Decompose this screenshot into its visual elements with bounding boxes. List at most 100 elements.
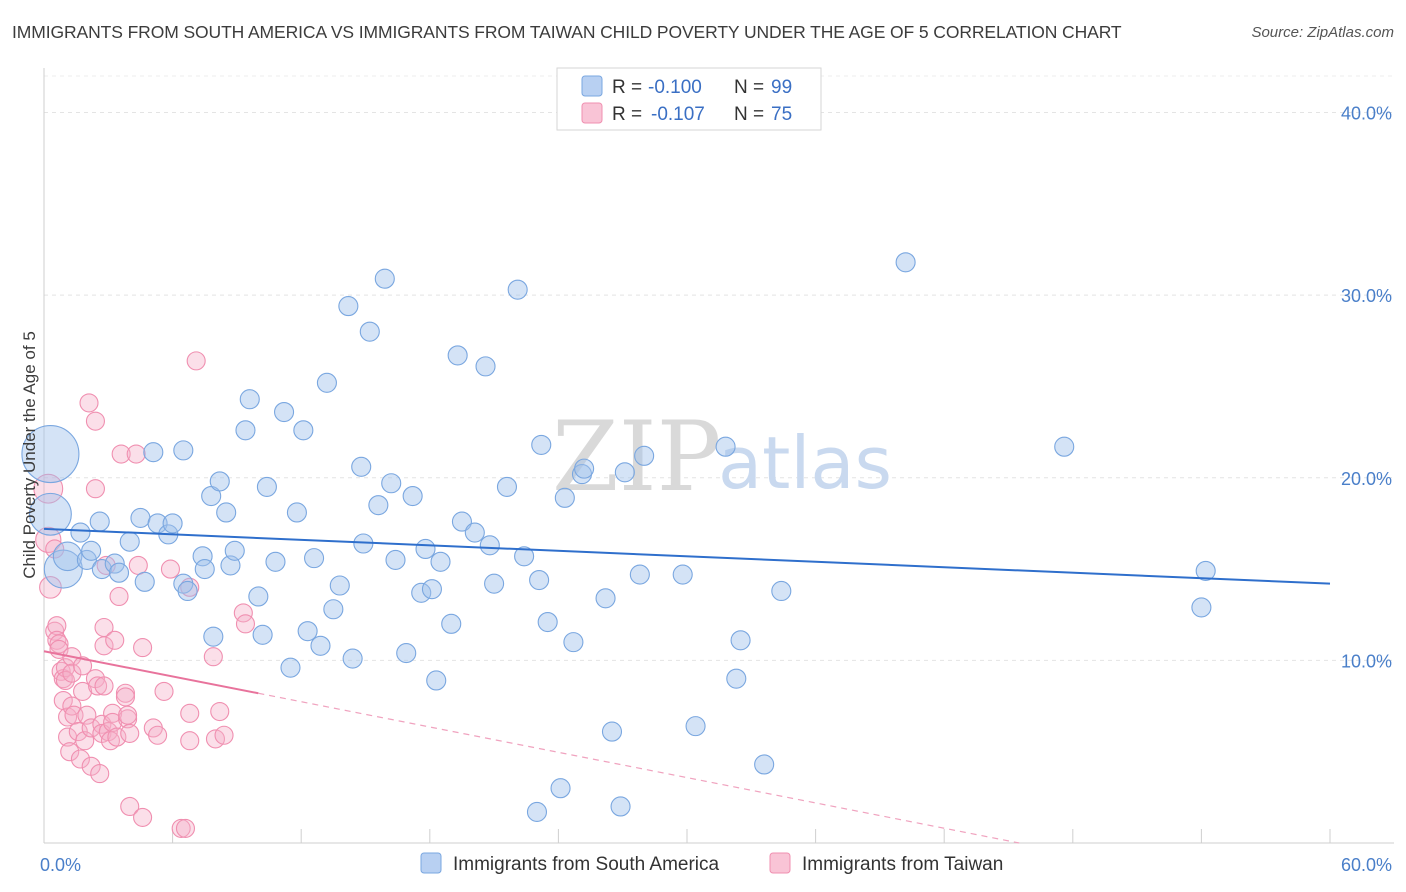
south-america-point-65: [475, 356, 496, 377]
chart-title: IMMIGRANTS FROM SOUTH AMERICA VS IMMIGRA…: [12, 22, 1122, 42]
south-america-point-26: [216, 502, 237, 523]
south-america-point-88: [715, 436, 736, 457]
legend-n-value-2: 75: [771, 104, 792, 125]
taiwan-point-46: [107, 727, 127, 747]
series-legend-swatch-south-america: [420, 852, 442, 874]
south-america-point-40: [304, 548, 325, 569]
south-america-point-7: [89, 511, 110, 532]
south-america-point-21: [192, 546, 213, 567]
taiwan-point-56: [128, 555, 148, 575]
taiwan-point-53: [120, 796, 140, 817]
south-america-point-56: [411, 582, 432, 603]
trend-lines: [43, 527, 1331, 844]
south-america-point-85: [634, 445, 655, 466]
taiwan-trend-line: [43, 650, 259, 695]
watermark-atlas: atlas: [718, 421, 892, 505]
south-america-trend-line: [43, 527, 1331, 585]
taiwan-point-40: [96, 555, 116, 575]
south-america-point-62: [447, 345, 468, 366]
taiwan-point-39: [94, 617, 114, 638]
south-america-point-45: [338, 296, 359, 317]
south-america-point-49: [359, 321, 380, 342]
south-america-point-77: [563, 632, 584, 653]
y-axis-label: Child Poverty Under the Age of 5: [20, 331, 39, 579]
south-america-point-76: [554, 487, 575, 508]
south-america-point-25: [209, 471, 230, 492]
south-america-point-84: [629, 564, 650, 585]
south-america-point-71: [529, 569, 550, 591]
series-legend-swatch-taiwan: [769, 852, 791, 874]
legend-r-label-2: R =: [612, 104, 642, 125]
south-america-point-93: [895, 252, 916, 273]
legend-swatch-south-america: [581, 75, 603, 97]
south-america-point-8: [91, 559, 112, 580]
south-america-point-66: [479, 535, 500, 556]
south-america-point-80: [595, 588, 616, 609]
south-america-point-90: [730, 630, 751, 651]
source-label: Source: ZipAtlas.com: [1251, 24, 1394, 41]
south-america-point-87: [685, 716, 706, 737]
south-america-point-70: [514, 546, 535, 567]
south-america-point-17: [162, 513, 183, 534]
south-america-point-6: [81, 540, 102, 561]
south-america-point-55: [402, 485, 423, 507]
legend-r-label-1: R =: [612, 77, 642, 98]
legend-n-value-1: 99: [771, 77, 792, 98]
south-america-point-13: [134, 571, 155, 592]
south-america-point-83: [614, 462, 635, 483]
watermark-zip: ZIP: [552, 401, 721, 513]
south-america-point-51: [374, 268, 395, 289]
taiwan-point-50: [115, 687, 135, 707]
south-america-point-47: [351, 456, 372, 477]
south-america-point-32: [252, 624, 273, 645]
series-legend-label-south-america: Immigrants from South America: [453, 854, 720, 875]
y-tick-label-2: 30.0%: [1341, 286, 1392, 306]
taiwan-point-62: [160, 559, 181, 579]
taiwan-point-33: [88, 676, 108, 696]
taiwan-point-45: [105, 630, 125, 650]
legend-r-value-1: -0.100: [648, 77, 702, 98]
south-america-point-31: [248, 586, 269, 607]
south-america-point-81: [601, 721, 623, 742]
south-america-point-33: [256, 476, 277, 497]
taiwan-point-47: [109, 586, 129, 607]
south-america-point-64: [464, 522, 485, 543]
south-america-point-11: [119, 531, 140, 552]
legend-n-label-2: N =: [734, 104, 764, 125]
south-america-point-38: [293, 420, 314, 441]
taiwan-point-68: [186, 351, 206, 371]
taiwan-point-67: [180, 577, 200, 597]
south-america-point-60: [430, 551, 451, 572]
south-america-point-92: [771, 580, 792, 602]
south-america-point-69: [507, 279, 528, 300]
taiwan-point-60: [148, 725, 168, 745]
south-america-point-20: [177, 580, 198, 602]
south-america-point-68: [496, 476, 518, 497]
grid-lines: [44, 75, 1394, 661]
south-america-point-4: [70, 522, 91, 543]
south-america-point-53: [385, 549, 406, 570]
taiwan-point-2: [39, 575, 62, 599]
south-america-point-24: [203, 626, 224, 647]
south-america-point-58: [421, 579, 442, 600]
south-america-point-91: [754, 754, 775, 775]
taiwan-point-7: [49, 634, 69, 654]
taiwan-point-71: [210, 701, 230, 722]
south-america-point-72: [531, 434, 552, 455]
taiwan-point-69: [203, 647, 223, 667]
south-america-point-46: [342, 648, 363, 669]
south-america-point-61: [441, 613, 462, 634]
taiwan-point-30: [85, 411, 105, 431]
series-legend: Immigrants from South America Immigrants…: [420, 852, 1003, 875]
taiwan-point-57: [133, 638, 153, 658]
taiwan-point-58: [133, 807, 153, 827]
south-america-point-82: [610, 796, 631, 817]
taiwan-point-16: [60, 742, 80, 762]
south-america-point-57: [415, 538, 436, 560]
legend-swatch-taiwan: [581, 102, 603, 124]
south-america-point-86: [672, 564, 693, 585]
taiwan-point-14: [58, 707, 78, 727]
south-america-point-30: [239, 389, 260, 410]
south-america-point-67: [484, 573, 505, 594]
south-america-point-43: [323, 599, 344, 620]
